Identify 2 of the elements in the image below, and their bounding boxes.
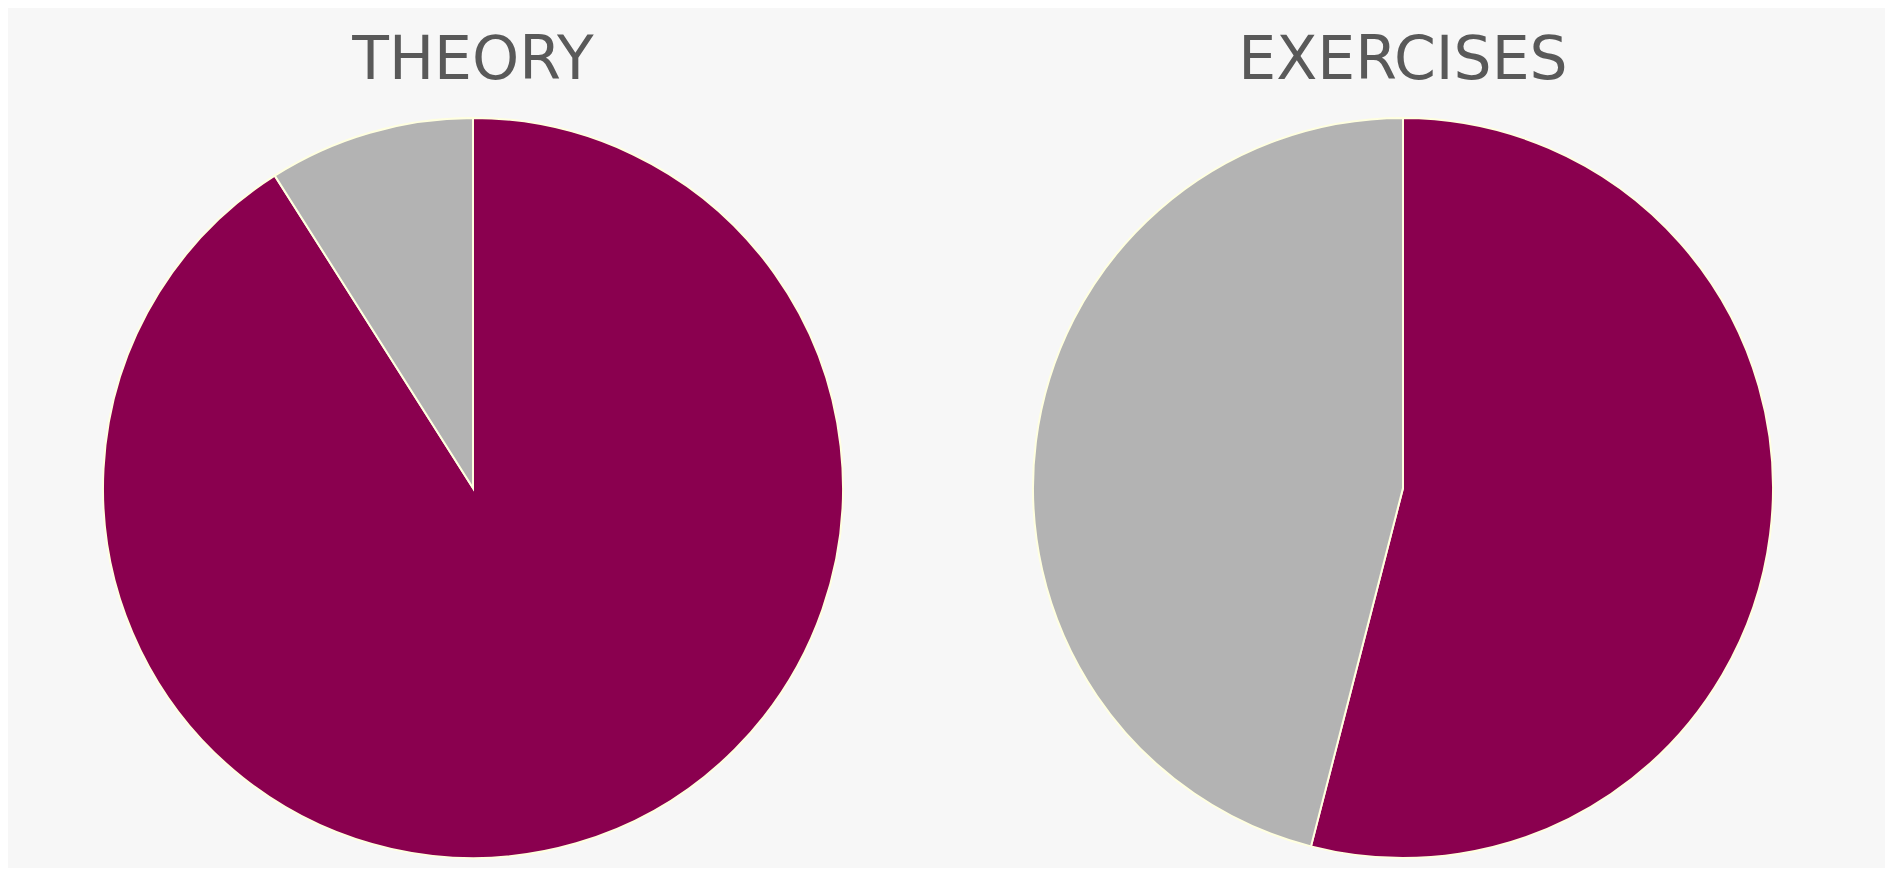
chart-title: EXERCISES [1237,22,1569,95]
chart-title: THEORY [351,22,595,95]
